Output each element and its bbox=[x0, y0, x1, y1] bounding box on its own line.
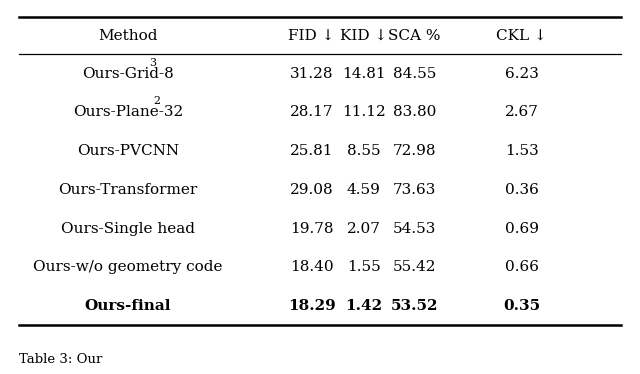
Text: 0.66: 0.66 bbox=[504, 260, 539, 274]
Text: 53.52: 53.52 bbox=[391, 299, 438, 313]
Text: 55.42: 55.42 bbox=[393, 260, 436, 274]
Text: 6.23: 6.23 bbox=[505, 67, 538, 81]
Text: 54.53: 54.53 bbox=[393, 221, 436, 236]
Text: 73.63: 73.63 bbox=[393, 183, 436, 197]
Text: 18.40: 18.40 bbox=[290, 260, 333, 274]
Text: 0.35: 0.35 bbox=[503, 299, 540, 313]
Text: 14.81: 14.81 bbox=[342, 67, 385, 81]
Text: KID ↓: KID ↓ bbox=[340, 28, 387, 43]
Text: Ours-Plane-32: Ours-Plane-32 bbox=[73, 105, 183, 119]
Text: 2.67: 2.67 bbox=[505, 105, 538, 119]
Text: FID ↓: FID ↓ bbox=[289, 28, 335, 43]
Text: 72.98: 72.98 bbox=[393, 144, 436, 158]
Text: SCA %: SCA % bbox=[388, 28, 441, 43]
Text: CKL ↓: CKL ↓ bbox=[496, 28, 547, 43]
Text: Ours-Grid-8: Ours-Grid-8 bbox=[82, 67, 174, 81]
Text: 28.17: 28.17 bbox=[290, 105, 333, 119]
Text: 18.29: 18.29 bbox=[288, 299, 335, 313]
Text: Ours-Transformer: Ours-Transformer bbox=[58, 183, 198, 197]
Text: 1.55: 1.55 bbox=[347, 260, 380, 274]
Text: 1.53: 1.53 bbox=[505, 144, 538, 158]
Text: Ours-final: Ours-final bbox=[84, 299, 172, 313]
Text: 0.69: 0.69 bbox=[504, 221, 539, 236]
Text: 19.78: 19.78 bbox=[290, 221, 333, 236]
Text: Ours-Single head: Ours-Single head bbox=[61, 221, 195, 236]
Text: Table 3: Our: Table 3: Our bbox=[19, 353, 102, 367]
Text: 1.42: 1.42 bbox=[345, 299, 382, 313]
Text: Method: Method bbox=[99, 28, 157, 43]
Text: 3: 3 bbox=[149, 58, 156, 68]
Text: 0.36: 0.36 bbox=[505, 183, 538, 197]
Text: 2.07: 2.07 bbox=[347, 221, 380, 236]
Text: Ours-w/o geometry code: Ours-w/o geometry code bbox=[33, 260, 223, 274]
Text: 83.80: 83.80 bbox=[393, 105, 436, 119]
Text: 11.12: 11.12 bbox=[342, 105, 385, 119]
Text: 84.55: 84.55 bbox=[393, 67, 436, 81]
Text: 2: 2 bbox=[153, 96, 160, 107]
Text: 31.28: 31.28 bbox=[290, 67, 333, 81]
Text: 29.08: 29.08 bbox=[290, 183, 333, 197]
Text: 8.55: 8.55 bbox=[347, 144, 380, 158]
Text: 25.81: 25.81 bbox=[290, 144, 333, 158]
Text: 4.59: 4.59 bbox=[347, 183, 380, 197]
Text: Ours-PVCNN: Ours-PVCNN bbox=[77, 144, 179, 158]
